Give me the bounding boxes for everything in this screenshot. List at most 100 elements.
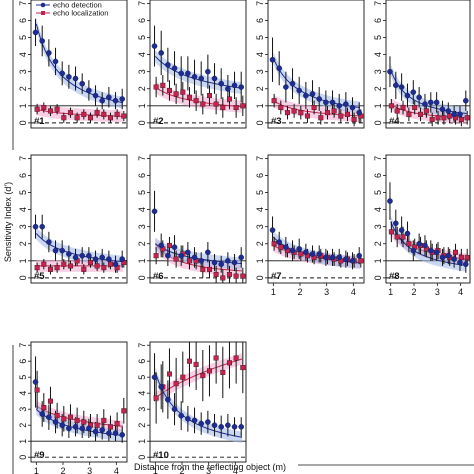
- detection-point: [422, 242, 428, 249]
- detection-point: [185, 70, 191, 77]
- panel-frame: [30, 154, 128, 284]
- x-axis-title: Distance from the reflecting object (m): [134, 462, 286, 472]
- detection-point: [462, 97, 469, 104]
- y-tick-label: 4: [18, 391, 28, 396]
- y-tick-label: 1: [373, 103, 383, 108]
- localization-point: [74, 115, 80, 121]
- y-tick-label: 0: [18, 455, 28, 460]
- localization-point: [101, 111, 107, 117]
- plot-area: [31, 342, 127, 462]
- detection-point: [112, 97, 119, 104]
- localization-point: [441, 115, 447, 121]
- y-tick-label: 5: [18, 190, 28, 195]
- localization-point: [121, 113, 127, 119]
- y-tick-label: 6: [18, 173, 28, 178]
- detection-point: [178, 252, 184, 259]
- localization-point: [107, 424, 113, 430]
- localization-point: [67, 110, 73, 116]
- localization-point: [213, 101, 219, 107]
- localization-point: [54, 265, 60, 271]
- detection-point: [404, 230, 411, 237]
- x-tick-label: 3: [324, 287, 329, 297]
- detection-point: [39, 223, 46, 230]
- detection-point: [323, 254, 329, 261]
- localization-point: [271, 98, 277, 104]
- y-tick-label: 0: [373, 120, 383, 125]
- localization-point: [34, 106, 40, 112]
- detection-point: [303, 92, 309, 99]
- y-tick-label: 4: [373, 207, 383, 212]
- detection-point: [416, 240, 422, 247]
- detection-point: [79, 80, 85, 87]
- localization-point: [166, 87, 172, 93]
- panel-frame: [267, 154, 365, 284]
- detection-point: [445, 108, 452, 114]
- localization-point: [74, 417, 80, 423]
- localization-point: [114, 111, 120, 117]
- detection-point: [238, 84, 244, 90]
- detection-point: [59, 70, 66, 77]
- localization-point: [394, 234, 400, 240]
- y-tick-label: 0: [18, 120, 28, 125]
- panel-8: 0 1 2 3 4 5 6 7 1 2 3 4 #8: [373, 154, 471, 297]
- y-tick-label: 7: [18, 343, 28, 348]
- localization-point: [291, 108, 297, 114]
- localization-point: [206, 93, 212, 99]
- detection-point: [329, 254, 336, 261]
- x-tick-label: 3: [206, 466, 211, 474]
- localization-point: [233, 273, 239, 279]
- y-tick-label: 5: [137, 190, 147, 195]
- y-tick-label: 6: [18, 18, 28, 23]
- detection-point: [151, 374, 158, 381]
- panel-label: #6: [153, 271, 164, 282]
- localization-point: [47, 108, 53, 114]
- y-tick-label: 0: [137, 120, 147, 125]
- localization-point: [453, 249, 459, 255]
- localization-point: [173, 91, 179, 97]
- y-tick-label: 7: [18, 156, 28, 161]
- y-tick-label: 4: [255, 207, 265, 212]
- detection-point: [349, 258, 356, 264]
- panel-label: #4: [389, 116, 400, 127]
- detection-point: [356, 252, 363, 259]
- detection-point: [398, 227, 405, 233]
- detection-point: [106, 430, 112, 437]
- detection-point: [52, 419, 59, 425]
- detection-point: [404, 92, 411, 99]
- localization-point: [388, 229, 394, 235]
- panel-9: 0 1 2 3 4 5 6 7 1 2 3 4 #9: [18, 341, 128, 474]
- localization-point: [458, 254, 464, 260]
- panel-10: 0 1 2 3 4 5 6 7 1 2 3 4 #10: [137, 341, 247, 474]
- detection-point: [289, 247, 296, 254]
- plot-content: [150, 190, 246, 283]
- plot-content: [150, 25, 246, 124]
- localization-point: [226, 271, 232, 277]
- detection-point: [59, 247, 66, 254]
- localization-point: [81, 419, 87, 425]
- detection-point: [119, 431, 125, 438]
- localization-point: [101, 265, 107, 271]
- y-tick-label: 6: [18, 359, 28, 364]
- y-tick-label: 3: [137, 69, 147, 74]
- detection-point: [283, 244, 289, 250]
- detection-point: [39, 38, 46, 44]
- panel-label: #7: [271, 271, 282, 282]
- panel-4: 0 1 2 3 4 5 6 7 #4: [373, 0, 471, 129]
- y-tick-label: 1: [18, 439, 28, 444]
- localization-point: [351, 116, 357, 122]
- panel-1: 0 1 2 3 4 5 6 7 #1: [18, 0, 128, 129]
- y-tick-label: 0: [18, 275, 28, 280]
- detection-point: [119, 96, 125, 102]
- localization-point: [394, 108, 400, 114]
- detection-point: [329, 99, 336, 106]
- detection-point: [92, 428, 99, 435]
- detection-point: [416, 94, 422, 101]
- y-tick-label: 5: [18, 35, 28, 40]
- detection-point: [218, 423, 224, 430]
- y-tick-label: 1: [137, 258, 147, 263]
- localization-point: [94, 263, 100, 269]
- x-tick-label: 3: [87, 466, 92, 474]
- y-tick-label: 7: [373, 156, 383, 161]
- y-tick-label: 1: [18, 103, 28, 108]
- x-tick-label: 3: [435, 287, 440, 297]
